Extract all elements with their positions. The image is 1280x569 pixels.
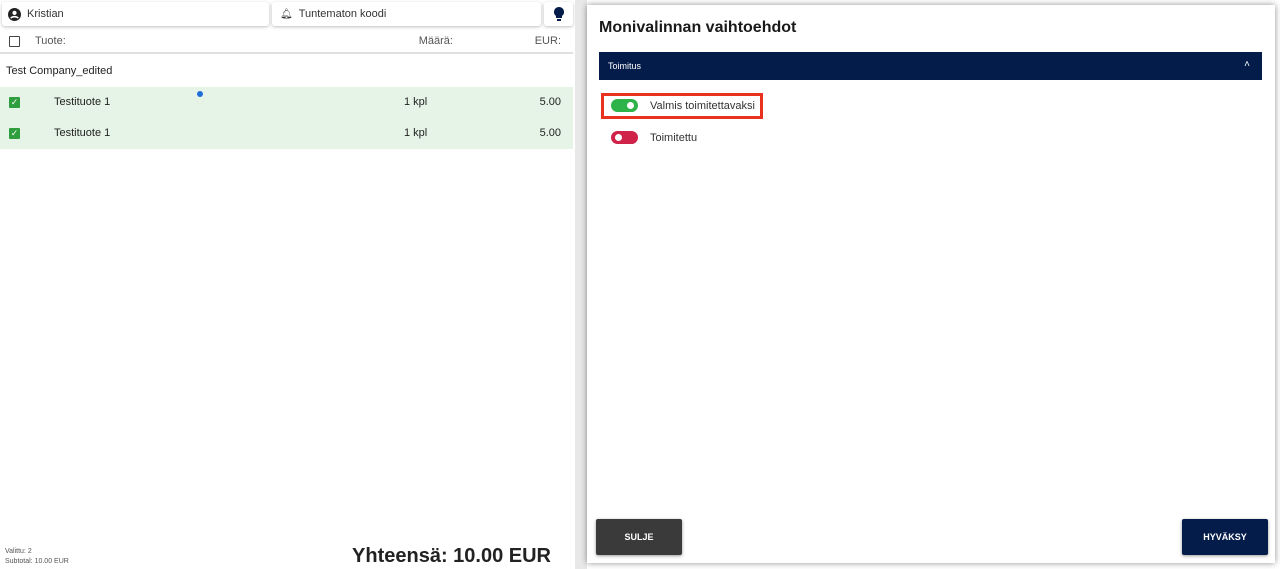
table-header: Tuote: Määrä: EUR: xyxy=(0,28,573,54)
row-name: Testituote 1 xyxy=(54,127,111,139)
multi-choice-dialog: Monivalinnan vaihtoehdot Toimitus ˄ Valm… xyxy=(587,5,1275,563)
highlight-box xyxy=(601,93,763,119)
section-toimitus-header[interactable]: Toimitus ˄ xyxy=(599,52,1262,80)
dialog-title: Monivalinnan vaihtoehdot xyxy=(599,19,797,36)
header-quantity: Määrä: xyxy=(418,35,453,47)
total: Yhteensä: 10.00 EUR xyxy=(352,545,551,567)
accept-button[interactable]: HYVÄKSY xyxy=(1182,519,1268,555)
header-product: Tuote: xyxy=(35,35,66,47)
toggle-valmis[interactable] xyxy=(611,99,638,112)
order-panel: Kristian 🔔︎ Tuntematon koodi Tuote: Määr… xyxy=(0,0,575,569)
group-name: Test Company_edited xyxy=(6,65,113,77)
divider xyxy=(575,0,587,569)
account-circle-icon xyxy=(8,7,21,21)
row-name: Testituote 1 xyxy=(54,96,111,108)
section-title: Toimitus xyxy=(608,61,642,71)
header-eur: EUR: xyxy=(534,35,561,47)
bell-icon: 🔔︎ xyxy=(280,8,293,20)
notification-text: Tuntematon koodi xyxy=(298,8,387,20)
row-checkbox[interactable]: ✓ xyxy=(9,97,20,108)
subtotal: Subtotal: 10.00 EUR xyxy=(5,558,69,565)
toggle-toimitettu[interactable] xyxy=(611,131,638,144)
user-field[interactable]: Kristian xyxy=(2,2,269,26)
chevron-up-icon: ˄ xyxy=(1244,59,1250,70)
table-row[interactable]: ✓ Testituote 1 1 kpl 5.00 xyxy=(0,118,573,149)
selected-count: Valittu: 2 xyxy=(5,548,32,555)
option-label: Valmis toimitettavaksi xyxy=(650,100,755,112)
row-checkbox[interactable]: ✓ xyxy=(9,128,20,139)
hint-button[interactable] xyxy=(544,2,573,26)
row-qty: 1 kpl xyxy=(404,127,428,139)
status-dot xyxy=(197,91,203,97)
lightbulb-icon xyxy=(553,7,564,21)
row-price: 5.00 xyxy=(539,127,561,139)
table-row[interactable]: ✓ Testituote 1 1 kpl 5.00 xyxy=(0,87,573,118)
close-button[interactable]: SULJE xyxy=(596,519,682,555)
select-all-checkbox[interactable] xyxy=(9,36,20,47)
notification-field[interactable]: 🔔︎ Tuntematon koodi xyxy=(272,2,541,26)
user-name: Kristian xyxy=(27,8,64,20)
row-price: 5.00 xyxy=(539,96,561,108)
option-label: Toimitettu xyxy=(650,132,698,144)
row-qty: 1 kpl xyxy=(404,96,428,108)
